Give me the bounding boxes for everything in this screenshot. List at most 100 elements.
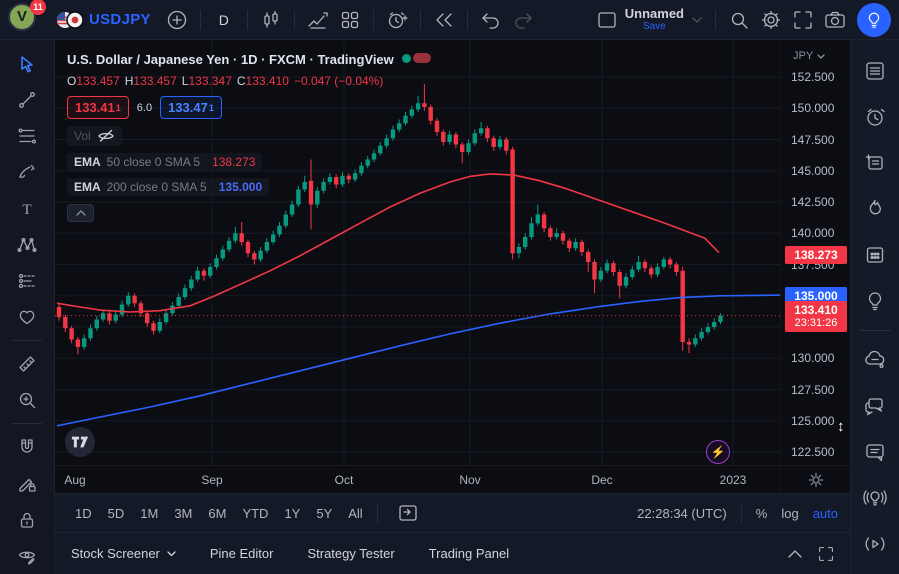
candle-body: [271, 234, 276, 242]
layout-grid-icon[interactable]: [334, 4, 366, 36]
bar-replay-icon[interactable]: [428, 4, 460, 36]
auto-scale-button[interactable]: auto: [812, 505, 838, 521]
buy-button[interactable]: 133.47 1: [160, 96, 222, 119]
range-5y[interactable]: 5Y: [308, 501, 340, 526]
legend-collapse-button[interactable]: [67, 204, 94, 222]
fib-retracement-tool-icon[interactable]: [8, 118, 46, 154]
streams-play-icon[interactable]: [855, 521, 895, 567]
candle-body: [132, 295, 137, 304]
pine-editor-tab[interactable]: Pine Editor: [209, 546, 274, 561]
xabcd-pattern-tool-icon[interactable]: [8, 227, 46, 263]
interval-button[interactable]: D: [208, 4, 240, 36]
hotlists-flame-icon[interactable]: [855, 186, 895, 232]
time-axis-corner[interactable]: [780, 466, 850, 494]
candle-body: [82, 338, 87, 347]
redo-icon[interactable]: [507, 4, 539, 36]
chart-title[interactable]: U.S. Dollar / Japanese Yen · 1D · FXCM ·…: [67, 51, 394, 67]
range-1y[interactable]: 1Y: [276, 501, 308, 526]
measure-ruler-tool-icon[interactable]: [8, 346, 46, 382]
flash-event-marker[interactable]: ⚡: [706, 440, 730, 464]
hide-all-drawings-icon[interactable]: [8, 538, 46, 574]
panel-collapse-chevron-icon[interactable]: [788, 549, 802, 558]
alert-clock-plus-icon[interactable]: [381, 4, 413, 36]
publish-idea-bulb-icon[interactable]: [857, 2, 891, 37]
camera-snapshot-icon[interactable]: [819, 4, 851, 36]
add-symbol-plus-icon[interactable]: [161, 4, 193, 36]
minds-cloud-icon[interactable]: [855, 337, 895, 383]
divider: [740, 503, 742, 523]
utc-clock[interactable]: 22:28:34 (UTC): [637, 505, 727, 521]
settings-gear-icon[interactable]: [755, 4, 787, 36]
range-3m[interactable]: 3M: [166, 501, 200, 526]
zoom-in-tool-icon[interactable]: [8, 382, 46, 418]
layout-manage-group: Unnamed Save: [591, 2, 891, 37]
eye-slash-icon[interactable]: [97, 128, 115, 144]
fullscreen-icon[interactable]: [787, 4, 819, 36]
price-scale-currency[interactable]: JPY: [793, 50, 825, 62]
lock-all-drawings-icon[interactable]: [8, 502, 46, 538]
indicators-icon[interactable]: [302, 4, 334, 36]
right-sidebar: [850, 40, 899, 574]
chart-pane[interactable]: U.S. Dollar / Japanese Yen · 1D · FXCM ·…: [55, 40, 850, 465]
divider: [12, 340, 42, 342]
divider: [12, 423, 42, 425]
stock-screener-tab[interactable]: Stock Screener: [71, 546, 176, 561]
forecast-tool-icon[interactable]: [8, 263, 46, 299]
open-value: 133.457: [76, 74, 120, 88]
candle-body: [573, 242, 578, 249]
layout-rect-icon[interactable]: [591, 4, 623, 36]
go-to-date-icon[interactable]: [392, 497, 424, 529]
undo-icon[interactable]: [475, 4, 507, 36]
range-all[interactable]: All: [340, 501, 370, 526]
chevron-down-icon[interactable]: [686, 4, 708, 36]
price-scale[interactable]: JPY ↕ 152.500 150.000 147.500 145.000 142.50…: [780, 40, 850, 465]
range-1d[interactable]: 1D: [67, 501, 100, 526]
candle-body: [617, 272, 622, 286]
drawing-pencil-lock-icon[interactable]: [8, 466, 46, 502]
candle-body: [598, 270, 603, 280]
range-1m[interactable]: 1M: [132, 501, 166, 526]
live-ideas-icon[interactable]: [855, 475, 895, 521]
candle-body: [510, 149, 515, 254]
range-ytd[interactable]: YTD: [234, 501, 276, 526]
symbol-name[interactable]: USDJPY: [89, 11, 151, 28]
sun-icon[interactable]: [808, 472, 824, 488]
comments-icon[interactable]: [855, 429, 895, 475]
candle-style-icon[interactable]: [255, 4, 287, 36]
trading-panel-tab[interactable]: Trading Panel: [428, 546, 510, 561]
ema50-legend-row[interactable]: EMA 50 close 0 SMA 5 138.273: [67, 153, 263, 171]
layout-name-button[interactable]: Unnamed Save: [624, 5, 684, 33]
watchlist-icon[interactable]: [855, 48, 895, 94]
alerts-icon[interactable]: [855, 94, 895, 140]
time-axis[interactable]: Aug Sep Oct Nov Dec 2023: [55, 465, 850, 494]
symbol-search-button[interactable]: USDJPY: [56, 10, 151, 30]
candlestick-chart[interactable]: [55, 40, 780, 465]
chats-icon[interactable]: [855, 383, 895, 429]
brush-tool-icon[interactable]: [8, 154, 46, 190]
calendar-icon[interactable]: [855, 232, 895, 278]
panel-maximize-icon[interactable]: [818, 546, 834, 562]
volume-legend-row[interactable]: Vol: [67, 126, 122, 146]
sell-button[interactable]: 133.41 1: [67, 96, 129, 119]
text-tool-icon[interactable]: T: [8, 191, 46, 227]
range-6m[interactable]: 6M: [200, 501, 234, 526]
magnet-tool-icon[interactable]: [8, 429, 46, 465]
ideas-bulb-icon[interactable]: [855, 278, 895, 324]
emoji-heart-tool-icon[interactable]: [8, 299, 46, 335]
trend-line-tool-icon[interactable]: [8, 82, 46, 118]
cursor-tool-icon[interactable]: [8, 46, 46, 82]
save-button[interactable]: Save: [642, 21, 666, 33]
percent-scale-button[interactable]: %: [755, 505, 768, 521]
notes-icon[interactable]: [855, 140, 895, 186]
symbol-toggle-icons[interactable]: [401, 50, 431, 68]
strategy-tester-tab[interactable]: Strategy Tester: [307, 546, 395, 561]
range-5d[interactable]: 5D: [100, 501, 133, 526]
top-toolbar: V 11 USDJPY D: [0, 0, 899, 40]
tradingview-logo[interactable]: [65, 427, 95, 457]
divider: [246, 9, 248, 30]
search-icon[interactable]: [723, 4, 755, 36]
ema200-legend-row[interactable]: EMA 200 close 0 SMA 5 135.000: [67, 178, 270, 196]
log-scale-button[interactable]: log: [781, 505, 799, 521]
layout-name[interactable]: Unnamed: [624, 5, 684, 21]
user-menu-button[interactable]: V 11: [8, 0, 46, 37]
